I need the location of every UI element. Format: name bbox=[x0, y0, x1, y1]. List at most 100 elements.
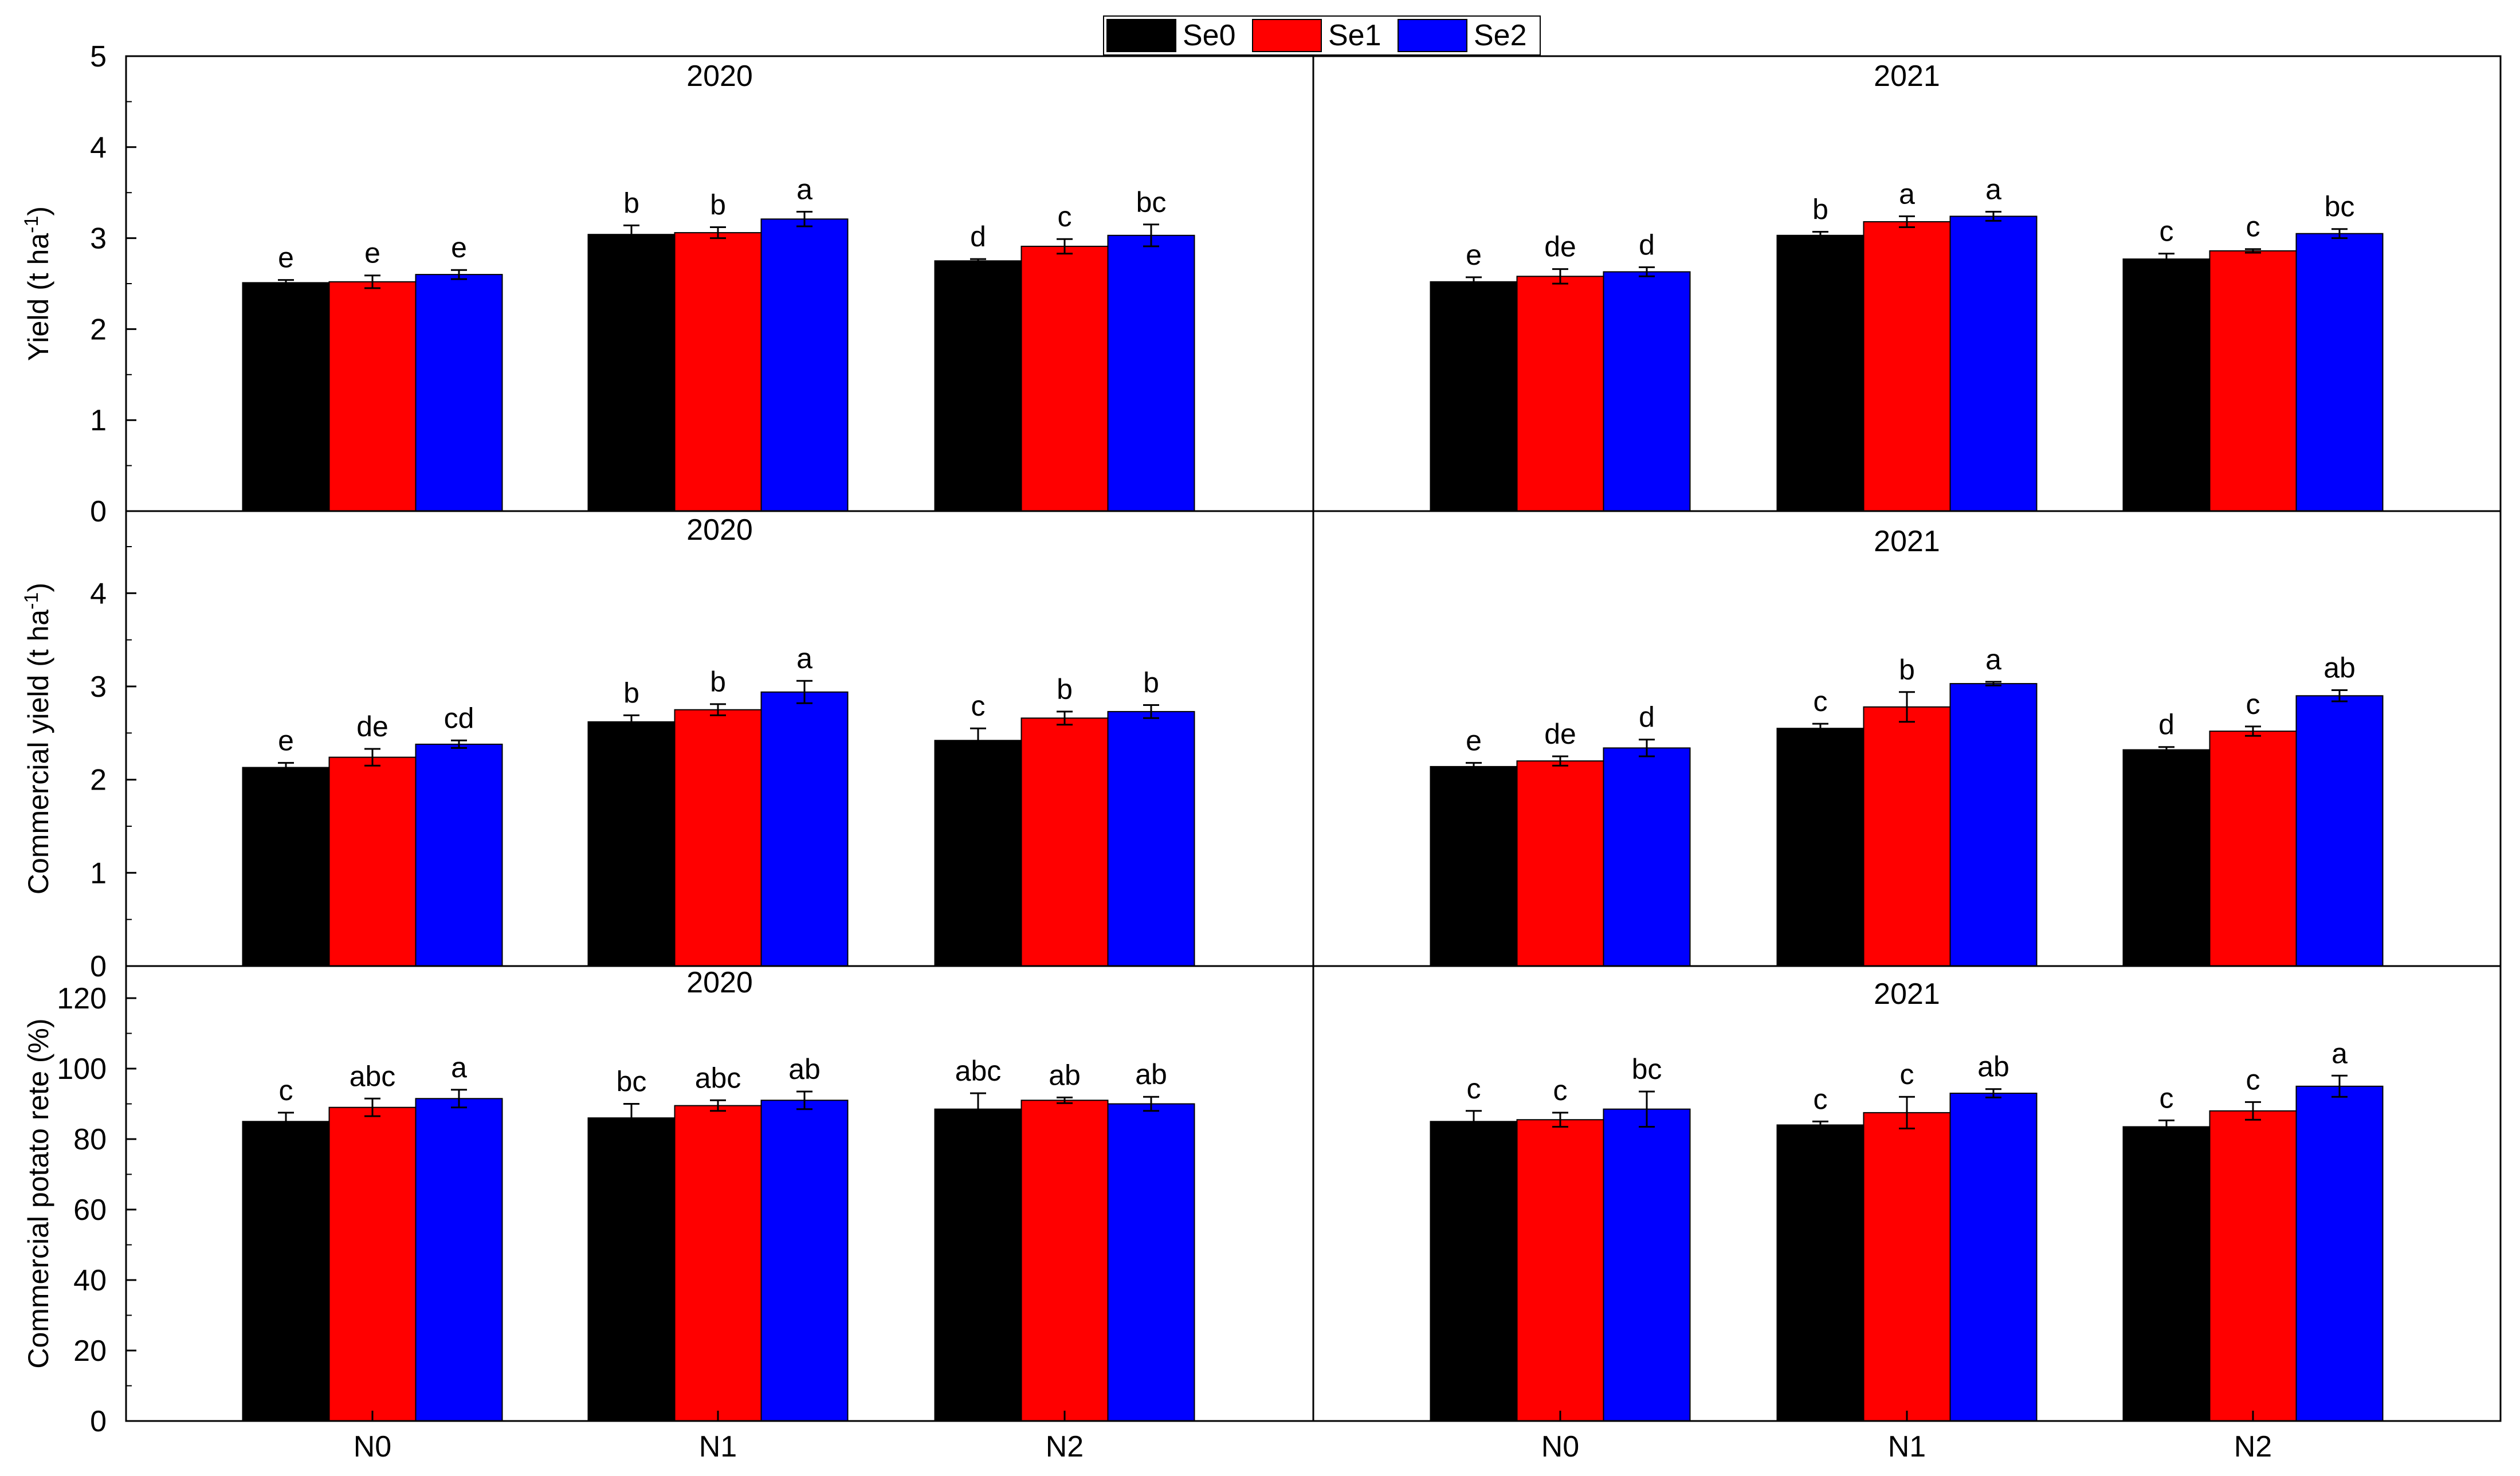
bar-se2 bbox=[1107, 234, 1195, 512]
significance-letter: e bbox=[278, 724, 294, 756]
significance-letter: ab bbox=[2323, 652, 2356, 684]
panel-title: 2020 bbox=[686, 60, 753, 93]
bar-se0 bbox=[2122, 258, 2211, 512]
bar-se1 bbox=[1863, 706, 1951, 967]
significance-letter: c bbox=[1900, 1058, 1914, 1090]
significance-letter: de bbox=[356, 710, 388, 743]
bar-se1 bbox=[2209, 250, 2297, 512]
bar-se2 bbox=[2295, 233, 2384, 512]
significance-letter: a bbox=[1985, 643, 2001, 676]
significance-letter: c bbox=[971, 690, 986, 722]
bar-se1 bbox=[2209, 1110, 2297, 1422]
bar-se2 bbox=[1603, 747, 1691, 967]
significance-letter: ab bbox=[1977, 1051, 2009, 1083]
x-tick-label: N1 bbox=[699, 1430, 737, 1463]
bar-se2 bbox=[760, 691, 849, 967]
panel-title: 2021 bbox=[1874, 60, 1940, 93]
bar-se1 bbox=[1020, 717, 1109, 967]
bar-se0 bbox=[1430, 281, 1518, 512]
panel-title: 2021 bbox=[1874, 978, 1940, 1011]
bar-se0 bbox=[934, 260, 1022, 512]
significance-letter: c bbox=[2246, 211, 2260, 243]
significance-letter: c bbox=[1553, 1074, 1568, 1106]
x-tick-label: N1 bbox=[1888, 1430, 1926, 1463]
bar-se1 bbox=[1516, 276, 1604, 512]
y-tick-label: 20 bbox=[73, 1334, 107, 1368]
bar-se2 bbox=[1107, 1103, 1195, 1422]
significance-letter: abc bbox=[695, 1062, 741, 1094]
significance-letter: a bbox=[796, 174, 812, 206]
x-tick-label: N2 bbox=[2234, 1430, 2272, 1463]
significance-letter: d bbox=[970, 221, 986, 253]
significance-letter: de bbox=[1544, 718, 1576, 750]
y-tick-label: 100 bbox=[57, 1053, 107, 1086]
legend-swatch-se0 bbox=[1106, 19, 1176, 52]
bar-se2 bbox=[760, 1100, 849, 1422]
bar-se1 bbox=[1516, 1119, 1604, 1422]
y-axis-label: Yield (t ha-1) bbox=[21, 206, 54, 361]
legend-label-se2: Se2 bbox=[1474, 19, 1527, 52]
bar-se1 bbox=[328, 281, 417, 512]
bar-se1 bbox=[674, 1105, 762, 1422]
significance-letter: c bbox=[2160, 1082, 2174, 1114]
significance-letter: abc bbox=[955, 1055, 1002, 1087]
y-tick-label: 60 bbox=[73, 1194, 107, 1227]
significance-letter: d bbox=[1639, 701, 1655, 733]
bar-se1 bbox=[328, 1106, 417, 1422]
bar-se0 bbox=[242, 1121, 330, 1422]
bar-se0 bbox=[1776, 1124, 1865, 1422]
significance-letter: b bbox=[1057, 673, 1073, 705]
significance-letter: e bbox=[1466, 239, 1482, 271]
y-tick-label: 1 bbox=[90, 404, 107, 437]
legend-swatch-se2 bbox=[1398, 19, 1467, 52]
bar-se0 bbox=[934, 1108, 1022, 1422]
y-tick-label: 4 bbox=[90, 577, 107, 610]
bar-se0 bbox=[1776, 234, 1865, 512]
panel-title: 2021 bbox=[1874, 525, 1940, 558]
bar-se1 bbox=[1863, 1112, 1951, 1422]
y-tick-label: 0 bbox=[90, 950, 107, 983]
bar-se0 bbox=[1776, 728, 1865, 967]
significance-letter: b bbox=[1899, 654, 1915, 686]
significance-letter: cd bbox=[444, 702, 474, 734]
bar-se1 bbox=[674, 709, 762, 967]
legend-swatch-se1 bbox=[1252, 19, 1322, 52]
significance-letter: b bbox=[710, 189, 726, 221]
y-tick-label: 3 bbox=[90, 670, 107, 704]
bar-se1 bbox=[1863, 221, 1951, 512]
significance-letter: e bbox=[451, 231, 467, 264]
bar-se1 bbox=[1516, 760, 1604, 967]
bar-se1 bbox=[674, 232, 762, 512]
significance-letter: b bbox=[1812, 194, 1828, 226]
bar-se0 bbox=[242, 282, 330, 512]
bar-se0 bbox=[2122, 1126, 2211, 1422]
significance-letter: a bbox=[1985, 174, 2001, 206]
significance-letter: a bbox=[451, 1051, 467, 1084]
significance-letter: bc bbox=[1136, 186, 1167, 218]
significance-letter: b bbox=[623, 187, 639, 219]
y-tick-label: 4 bbox=[90, 131, 107, 164]
significance-letter: c bbox=[1814, 685, 1828, 717]
bar-se2 bbox=[760, 218, 849, 512]
significance-letter: b bbox=[623, 677, 639, 709]
y-axis-label: Commercial yield (t ha-1) bbox=[21, 583, 54, 894]
x-tick-label: N2 bbox=[1046, 1430, 1084, 1463]
y-tick-label: 2 bbox=[90, 313, 107, 346]
significance-letter: bc bbox=[1632, 1053, 1662, 1085]
bar-se0 bbox=[934, 740, 1022, 967]
significance-letter: c bbox=[2160, 215, 2174, 248]
legend-label-se0: Se0 bbox=[1183, 19, 1236, 52]
y-tick-label: 120 bbox=[57, 982, 107, 1015]
significance-letter: d bbox=[1639, 229, 1655, 261]
significance-letter: c bbox=[2246, 688, 2260, 720]
y-tick-label: 80 bbox=[73, 1123, 107, 1156]
significance-letter: ab bbox=[788, 1053, 821, 1085]
x-tick-label: N0 bbox=[1541, 1430, 1579, 1463]
y-axis-label: Commercial potato rete (%) bbox=[22, 1018, 54, 1368]
significance-letter: e bbox=[278, 242, 294, 274]
bar-se2 bbox=[1949, 1093, 2038, 1422]
significance-letter: c bbox=[1467, 1073, 1481, 1105]
panel-title: 2020 bbox=[686, 513, 753, 547]
bar-se1 bbox=[1020, 245, 1109, 512]
